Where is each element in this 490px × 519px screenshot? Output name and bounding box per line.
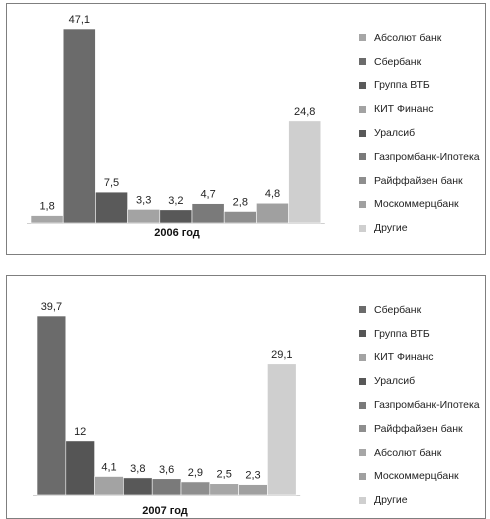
chart-2006-legend-item: Сбербанк bbox=[359, 50, 480, 74]
chart-2006-data-label: 2,8 bbox=[233, 196, 248, 208]
chart-2007-legend-swatch bbox=[359, 377, 366, 385]
chart-2006-data-label: 7,5 bbox=[104, 177, 119, 189]
chart-2007-bar bbox=[94, 476, 124, 496]
chart-2007-data-label: 2,3 bbox=[245, 470, 260, 482]
chart-2006-legend-label: Абсолют банк bbox=[374, 31, 442, 44]
chart-2007-data-label: 3,8 bbox=[130, 463, 145, 475]
chart-2007-legend: Сбербанк Группа ВТБ КИТ Финанс Уралсиб Газпр… bbox=[359, 298, 480, 512]
chart-2007-legend-swatch bbox=[359, 330, 366, 338]
chart-2006-bar bbox=[127, 209, 161, 224]
chart-2007-legend-label: Сбербанк bbox=[374, 303, 422, 316]
chart-2007-legend-label: Группа ВТБ bbox=[374, 327, 430, 340]
chart-2007-bar bbox=[209, 483, 239, 496]
chart-2007-plot: 39,7 12 4,1 3,8 3,6 2,9 2,5 2,3 29,1 bbox=[33, 301, 301, 496]
chart-2006-legend-item: Абсолют банк bbox=[359, 26, 480, 50]
chart-2007-legend-swatch bbox=[359, 425, 366, 433]
chart-2006-legend-swatch bbox=[359, 177, 366, 185]
chart-2007-legend-swatch bbox=[359, 306, 366, 314]
chart-2007-legend-item: Газпромбанк-Ипотека bbox=[359, 393, 480, 417]
chart-2007-bar bbox=[267, 363, 297, 496]
chart-2006-bar bbox=[256, 202, 289, 224]
chart-2006-legend-swatch bbox=[359, 200, 366, 208]
chart-2007-legend-label: КИТ Финанс bbox=[374, 351, 434, 364]
chart-2006-legend-swatch bbox=[359, 224, 366, 232]
chart-2006-legend-swatch bbox=[359, 129, 366, 137]
chart-2006-data-label: 3,2 bbox=[168, 195, 183, 207]
chart-2007-data-label: 12 bbox=[74, 426, 86, 438]
chart-2007-legend-swatch bbox=[359, 353, 366, 361]
chart-2006-legend-item: Газпромбанк-Ипотека bbox=[359, 145, 480, 169]
chart-2006-legend-swatch bbox=[359, 153, 366, 161]
chart-2006-legend-item: Уралсиб bbox=[359, 121, 480, 145]
chart-2007-legend-item: КИТ Финанс bbox=[359, 346, 480, 370]
chart-2006-bar bbox=[191, 203, 225, 224]
chart-2006-legend-swatch bbox=[359, 81, 366, 89]
chart-2007-data-label: 3,6 bbox=[159, 464, 174, 476]
chart-2007-data-label: 2,9 bbox=[188, 467, 203, 479]
chart-2006-legend-swatch bbox=[359, 34, 366, 42]
chart-2006-legend-label: Сбербанк bbox=[374, 55, 422, 68]
chart-2007-legend-item: Райффайзен банк bbox=[359, 417, 480, 441]
chart-2006-legend-label: КИТ Финанс bbox=[374, 103, 434, 116]
chart-2007-legend-label: Райффайзен банк bbox=[374, 422, 463, 435]
chart-2007-legend-swatch bbox=[359, 401, 366, 409]
chart-2006-legend-swatch bbox=[359, 58, 366, 66]
chart-2007-legend-item: Уралсиб bbox=[359, 369, 480, 393]
chart-2007-bar bbox=[65, 440, 95, 496]
chart-2006-plot: 1,8 47,1 7,5 3,3 3,2 4,7 2,8 4,8 24,8 bbox=[27, 14, 325, 224]
chart-2007-legend-label: Абсолют банк bbox=[374, 446, 442, 459]
chart-2006-bar bbox=[30, 215, 64, 224]
chart-2006-legend-item: Группа ВТБ bbox=[359, 74, 480, 98]
chart-2006-legend-swatch bbox=[359, 105, 366, 113]
chart-2007-legend-swatch bbox=[359, 496, 366, 504]
chart-2007-bar bbox=[36, 315, 67, 496]
chart-2006-bar bbox=[159, 209, 193, 224]
chart-2006-bar bbox=[223, 211, 257, 224]
chart-2007-legend-item: Абсолют банк bbox=[359, 441, 480, 465]
chart-2007-data-label: 4,1 bbox=[101, 462, 116, 474]
chart-2006-x-axis-label: 2006 год bbox=[154, 227, 200, 239]
chart-2006-data-label: 24,8 bbox=[294, 106, 315, 118]
chart-2006-legend-item: Райффайзен банк bbox=[359, 169, 480, 193]
chart-2006-legend-label: Уралсиб bbox=[374, 127, 416, 140]
chart-2006-legend-label: Райффайзен банк bbox=[374, 174, 463, 187]
chart-2006-data-label: 1,8 bbox=[39, 201, 54, 213]
chart-2007-bar bbox=[180, 481, 211, 496]
chart-2007-bar bbox=[151, 478, 182, 496]
chart-2006-legend-label: Москоммерцбанк bbox=[374, 198, 459, 211]
chart-2007-data-label: 39,7 bbox=[41, 301, 62, 313]
chart-2007-bar bbox=[123, 477, 153, 496]
chart-2006-legend-item: Москоммерцбанк bbox=[359, 193, 480, 217]
chart-2006-legend: Абсолют банк Сбербанк Группа ВТБ КИТ Финанс… bbox=[359, 26, 480, 240]
chart-2007-legend-item: Москоммерцбанк bbox=[359, 465, 480, 489]
chart-2006-bar bbox=[62, 28, 96, 224]
chart-2007-legend-swatch bbox=[359, 472, 366, 480]
chart-2006-data-label: 4,8 bbox=[265, 188, 280, 200]
chart-2007-data-label: 29,1 bbox=[271, 349, 292, 361]
chart-2006-legend-label: Газпромбанк-Ипотека bbox=[374, 150, 480, 163]
chart-2007-legend-label: Москоммерцбанк bbox=[374, 470, 459, 483]
chart-2006-legend-label: Группа ВТБ bbox=[374, 79, 430, 92]
chart-2007-legend-item: Сбербанк bbox=[359, 298, 480, 322]
chart-2007-bar bbox=[238, 484, 268, 496]
chart-2006-legend-label: Другие bbox=[374, 222, 408, 235]
chart-2006-legend-item: КИТ Финанс bbox=[359, 97, 480, 121]
chart-2006-data-label: 4,7 bbox=[200, 189, 215, 201]
chart-2006-bar bbox=[95, 191, 128, 224]
chart-2007-legend-label: Газпромбанк-Ипотека bbox=[374, 399, 480, 412]
chart-2007-x-axis-label: 2007 год bbox=[142, 505, 188, 517]
chart-2006-bar bbox=[288, 120, 322, 224]
chart-2006-data-label: 3,3 bbox=[136, 194, 151, 206]
chart-2006-data-label: 47,1 bbox=[69, 14, 90, 26]
chart-2007-legend-label: Другие bbox=[374, 494, 408, 507]
chart-2007-legend-label: Уралсиб bbox=[374, 375, 416, 388]
chart-2007: 39,7 12 4,1 3,8 3,6 2,9 2,5 2,3 29,1 Сбербанк Гру… bbox=[6, 275, 486, 519]
chart-2006: 1,8 47,1 7,5 3,3 3,2 4,7 2,8 4,8 24,8 Абсолют ба… bbox=[6, 3, 486, 255]
chart-2007-legend-item: Другие bbox=[359, 488, 480, 512]
chart-2007-legend-swatch bbox=[359, 449, 366, 457]
chart-2006-legend-item: Другие bbox=[359, 216, 480, 240]
chart-2007-data-label: 2,5 bbox=[217, 469, 232, 481]
chart-2007-legend-item: Группа ВТБ bbox=[359, 322, 480, 346]
